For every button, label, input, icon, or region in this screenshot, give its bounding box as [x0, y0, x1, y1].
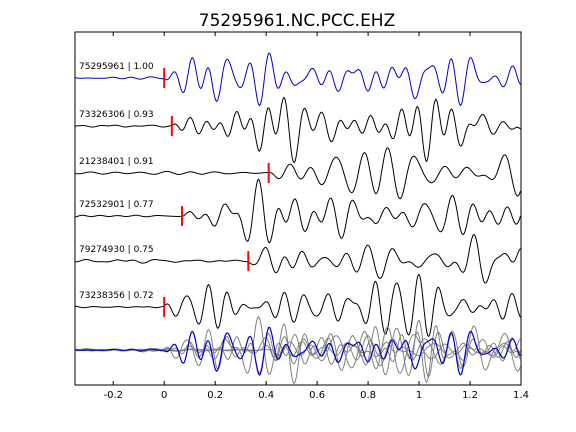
x-tick-label: 1 — [416, 390, 422, 401]
trace-waveform-21238401 — [74, 147, 521, 200]
x-tick-label: 1.2 — [462, 390, 478, 401]
traces-layer: 75295961 | 1.00 73326306 | 0.93 21238401 |… — [74, 52, 521, 338]
x-tick-label: 0.4 — [258, 390, 274, 401]
trace-waveform-75295961 — [74, 52, 521, 107]
x-tick-label: 0.6 — [309, 390, 325, 401]
plot-area — [74, 31, 522, 386]
trace-label-73238356: 73238356 | 0.72 — [79, 291, 154, 301]
stack-waveform-reference — [74, 326, 521, 376]
trace-label-72532901: 72532901 | 0.77 — [79, 200, 154, 210]
x-tick-label: 0.8 — [360, 390, 376, 401]
trace-label-75295961: 75295961 | 1.00 — [79, 62, 154, 72]
chart-title: 75295961.NC.PCC.EHZ — [199, 11, 396, 31]
stack-waveform-73238356 — [74, 319, 521, 378]
trace-label-79274930: 79274930 | 0.75 — [79, 245, 154, 255]
x-tick-label: 0 — [161, 390, 167, 401]
trace-waveform-73238356 — [75, 273, 521, 338]
x-axis: -0.2 0 0.2 0.4 0.6 0.8 1 1.2 1.4 — [103, 32, 529, 401]
x-tick-label: 1.4 — [513, 390, 529, 401]
trace-waveform-73326306 — [75, 96, 521, 164]
trace-label-73326306: 73326306 | 0.93 — [79, 110, 154, 120]
trace-waveform-72532901 — [74, 178, 521, 244]
stack-layer — [74, 315, 521, 385]
trace-label-21238401: 21238401 | 0.91 — [79, 157, 154, 167]
x-tick-label: 0.2 — [207, 390, 223, 401]
trace-waveform-79274930 — [75, 234, 521, 284]
x-tick-label: -0.2 — [103, 390, 123, 401]
